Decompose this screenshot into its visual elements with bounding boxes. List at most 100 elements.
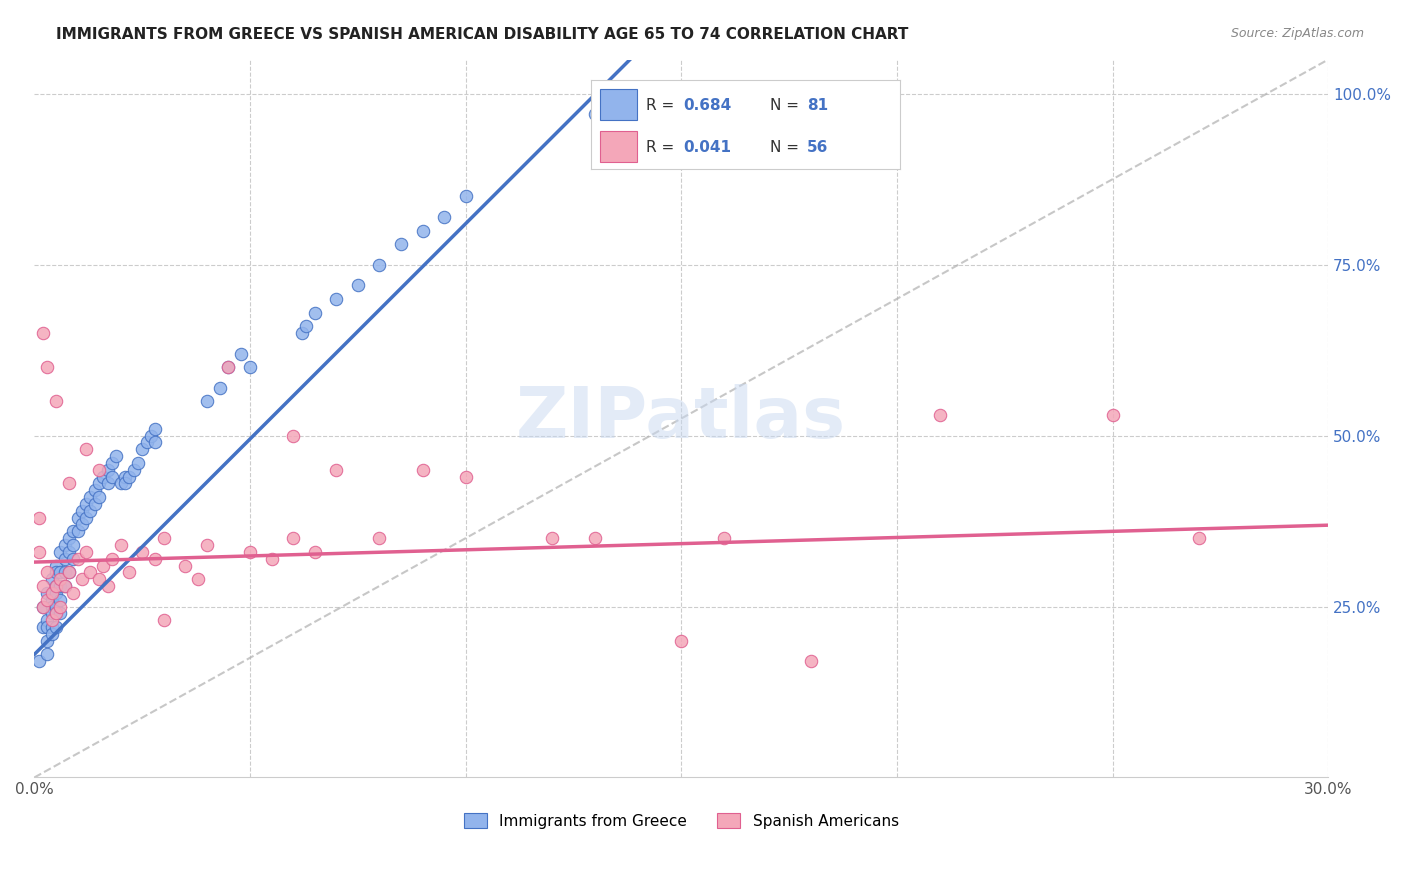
Text: 0.684: 0.684	[683, 98, 731, 112]
Point	[75, 545, 97, 559]
Point	[454, 189, 477, 203]
Point	[53, 551, 76, 566]
Point	[325, 463, 347, 477]
Point	[45, 599, 67, 614]
Point	[45, 607, 67, 621]
Point	[1101, 408, 1123, 422]
Point	[49, 607, 72, 621]
Point	[45, 394, 67, 409]
Point	[58, 545, 80, 559]
Point	[87, 490, 110, 504]
Point	[32, 620, 55, 634]
Point	[105, 449, 128, 463]
Point	[118, 566, 141, 580]
Point	[49, 599, 72, 614]
Point	[37, 586, 59, 600]
Point	[41, 592, 63, 607]
Text: R =: R =	[647, 140, 679, 154]
Point	[41, 613, 63, 627]
Point	[28, 654, 51, 668]
Point	[135, 435, 157, 450]
Point	[304, 305, 326, 319]
Point	[79, 490, 101, 504]
Point	[152, 531, 174, 545]
Point	[70, 572, 93, 586]
Point	[41, 607, 63, 621]
Point	[260, 551, 283, 566]
Point	[37, 566, 59, 580]
Point	[41, 572, 63, 586]
Point	[62, 524, 84, 539]
Point	[195, 538, 218, 552]
Point	[66, 510, 89, 524]
Point	[295, 319, 318, 334]
Point	[110, 476, 132, 491]
Point	[239, 360, 262, 375]
Point	[217, 360, 239, 375]
Point	[70, 517, 93, 532]
Point	[37, 360, 59, 375]
Point	[70, 504, 93, 518]
Point	[143, 422, 166, 436]
Point	[79, 566, 101, 580]
Point	[53, 566, 76, 580]
Point	[281, 531, 304, 545]
Point	[41, 599, 63, 614]
Point	[368, 258, 391, 272]
Point	[37, 613, 59, 627]
Point	[97, 463, 120, 477]
Point	[58, 566, 80, 580]
Point	[37, 592, 59, 607]
Point	[541, 531, 564, 545]
Point	[37, 633, 59, 648]
Point	[41, 627, 63, 641]
Point	[66, 524, 89, 539]
Point	[45, 558, 67, 573]
Point	[195, 394, 218, 409]
Point	[122, 463, 145, 477]
Point	[93, 469, 115, 483]
Point	[713, 531, 735, 545]
Point	[87, 476, 110, 491]
Point	[143, 551, 166, 566]
Point	[139, 428, 162, 442]
Point	[97, 476, 120, 491]
Point	[41, 586, 63, 600]
Point	[45, 566, 67, 580]
Point	[412, 223, 434, 237]
Point	[32, 599, 55, 614]
FancyBboxPatch shape	[600, 89, 637, 120]
Point	[101, 469, 124, 483]
Point	[83, 483, 105, 498]
Text: R =: R =	[647, 98, 679, 112]
Text: ZIPatlas: ZIPatlas	[516, 384, 846, 453]
Point	[325, 292, 347, 306]
Text: Source: ZipAtlas.com: Source: ZipAtlas.com	[1230, 27, 1364, 40]
Text: IMMIGRANTS FROM GREECE VS SPANISH AMERICAN DISABILITY AGE 65 TO 74 CORRELATION C: IMMIGRANTS FROM GREECE VS SPANISH AMERIC…	[56, 27, 908, 42]
Point	[49, 572, 72, 586]
Point	[1188, 531, 1211, 545]
Text: 56: 56	[807, 140, 828, 154]
Point	[114, 469, 136, 483]
Point	[49, 579, 72, 593]
Point	[291, 326, 314, 340]
Point	[58, 566, 80, 580]
Point	[32, 579, 55, 593]
Point	[87, 463, 110, 477]
Point	[187, 572, 209, 586]
FancyBboxPatch shape	[600, 131, 637, 162]
Point	[45, 607, 67, 621]
Point	[49, 545, 72, 559]
Point	[49, 592, 72, 607]
Point	[281, 428, 304, 442]
Point	[800, 654, 823, 668]
Point	[929, 408, 952, 422]
Point	[87, 572, 110, 586]
Text: N =: N =	[770, 140, 804, 154]
Point	[58, 531, 80, 545]
Point	[37, 648, 59, 662]
Point	[53, 579, 76, 593]
Point	[75, 510, 97, 524]
Point	[174, 558, 197, 573]
Text: N =: N =	[770, 98, 804, 112]
